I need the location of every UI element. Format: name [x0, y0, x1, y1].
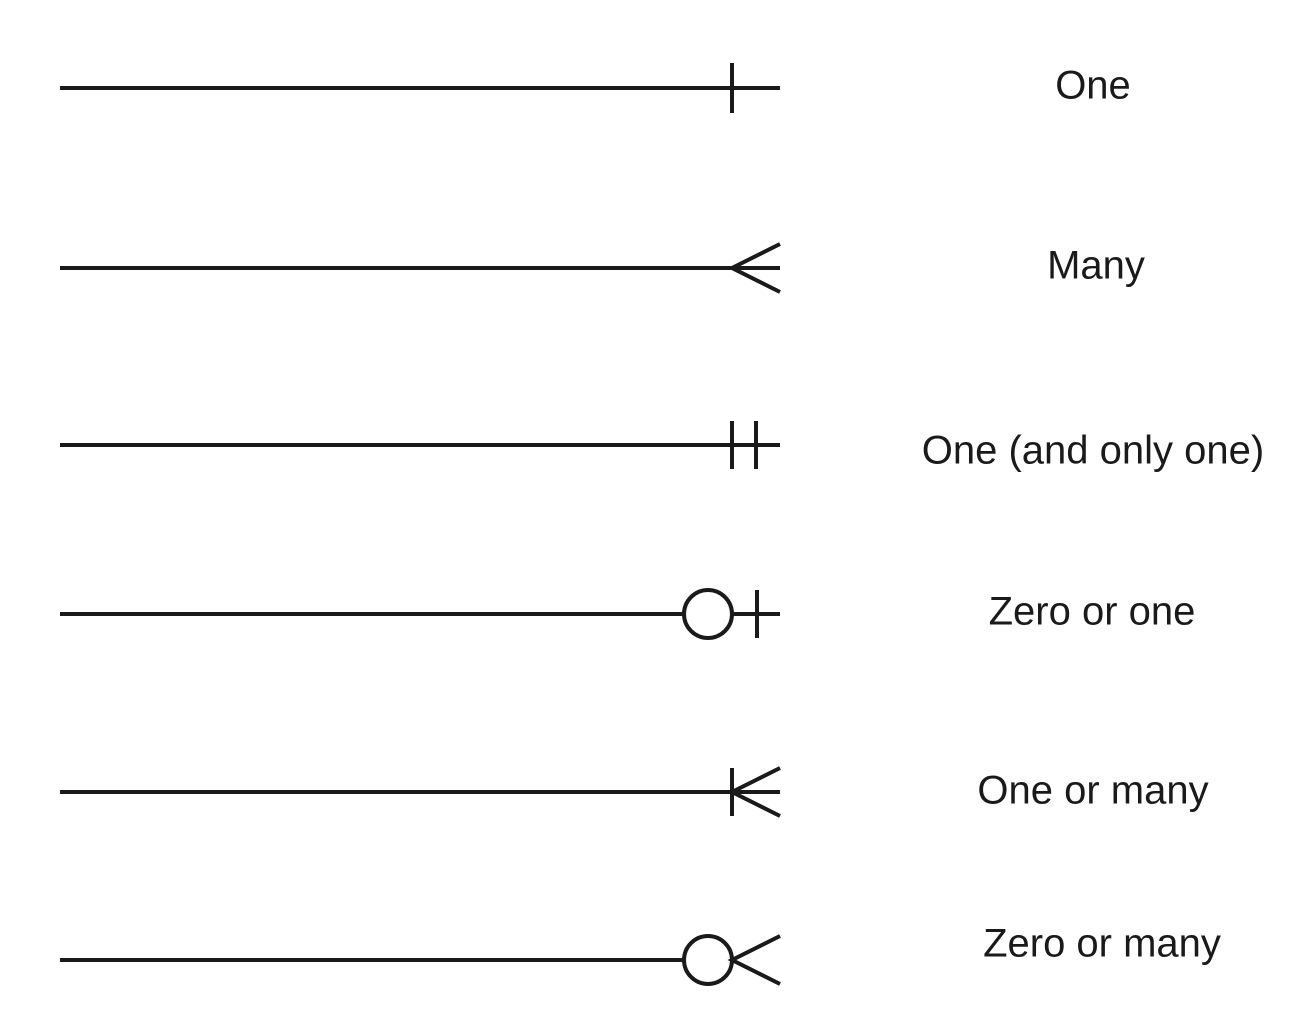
crow-foot-mark	[727, 242, 781, 294]
zero-circle-mark	[682, 934, 734, 986]
notation-one-or-many	[60, 766, 781, 818]
notation-many	[60, 242, 781, 294]
notation-label-zero-or-many: Zero or many	[983, 922, 1221, 966]
crow-foot-mark	[727, 934, 781, 986]
notation-label-one-or-many: One or many	[977, 769, 1208, 813]
zero-circle-mark	[682, 588, 734, 640]
notation-one	[60, 63, 780, 113]
notation-label-one-and-only-one: One (and only one)	[922, 429, 1264, 473]
notation-label-many: Many	[1047, 244, 1145, 288]
notation-label-one: One	[1055, 64, 1131, 108]
notation-zero-or-one	[60, 588, 780, 640]
notation-zero-or-many	[60, 934, 781, 986]
crow-foot-mark	[727, 766, 781, 818]
notation-label-zero-or-one: Zero or one	[989, 590, 1196, 634]
notation-one-and-only-one	[60, 421, 780, 469]
